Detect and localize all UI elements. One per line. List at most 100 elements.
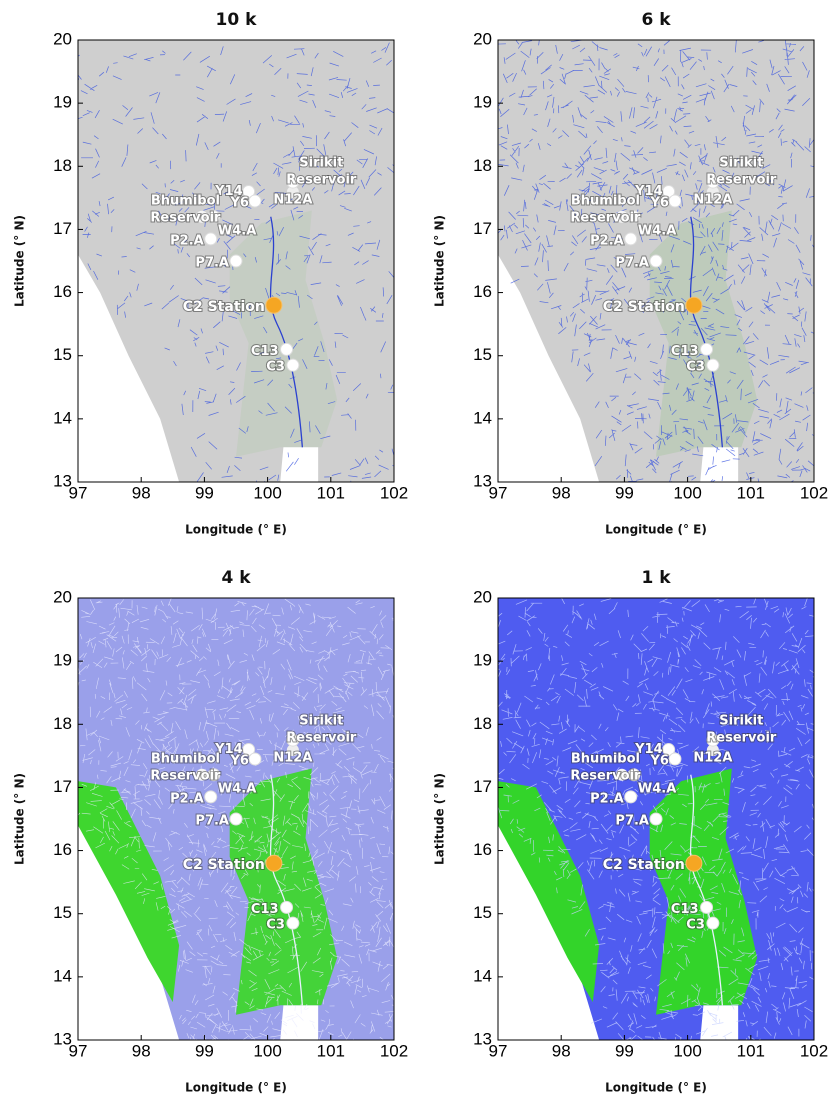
x-tick-label: 99 xyxy=(195,483,214,502)
station-marker xyxy=(624,790,638,804)
reservoir-label: Bhumibol xyxy=(571,752,640,767)
station-label: P2.A xyxy=(590,233,624,248)
y-tick-label: 18 xyxy=(53,156,72,175)
x-tick-label: 101 xyxy=(317,1041,345,1060)
reservoir-label: Bhumibol xyxy=(151,752,220,767)
y-tick-label: 17 xyxy=(473,219,492,238)
y-tick-label: 13 xyxy=(473,1029,492,1048)
y-tick-label: 15 xyxy=(473,903,492,922)
reservoir-label: Bhumibol xyxy=(151,194,220,209)
station-marker xyxy=(229,812,243,826)
station-label: P7.A xyxy=(615,256,649,271)
station-label: C13 xyxy=(671,344,699,359)
panel-title: 1 k xyxy=(641,568,671,588)
station-marker xyxy=(706,358,720,372)
x-tick-label: 102 xyxy=(380,1041,408,1060)
station-label: Y6 xyxy=(229,196,248,211)
x-tick-label: 102 xyxy=(380,483,408,502)
main-river xyxy=(689,216,724,448)
y-axis-label: Latitude (° N) xyxy=(433,215,447,307)
y-axis-label: Latitude (° N) xyxy=(13,773,27,865)
station-marker xyxy=(706,175,720,189)
station-marker xyxy=(706,744,719,757)
y-tick-label: 18 xyxy=(473,156,492,175)
x-axis-label: Longitude (° E) xyxy=(185,523,287,537)
station-marker xyxy=(286,733,300,747)
station-label: Y6 xyxy=(649,754,668,769)
reservoir-label: Bhumibol xyxy=(571,194,640,209)
x-tick-label: 98 xyxy=(552,1041,571,1060)
station-label: C2 Station xyxy=(603,299,685,315)
y-tick-label: 20 xyxy=(53,29,72,48)
station-marker xyxy=(286,186,299,199)
y-tick-label: 16 xyxy=(53,840,72,859)
main-river xyxy=(689,774,724,1006)
reservoir-label: Reservoir xyxy=(286,731,357,746)
plot-frame xyxy=(77,39,395,483)
y-axis-label: Latitude (° N) xyxy=(433,773,447,865)
station-marker xyxy=(627,210,641,224)
y-tick-label: 18 xyxy=(473,714,492,733)
station-label: P7.A xyxy=(615,814,649,829)
western-plain xyxy=(78,781,180,1003)
station-label: P2.A xyxy=(170,233,204,248)
station-marker xyxy=(668,752,682,766)
panel-title: 10 k xyxy=(216,10,258,30)
station-marker xyxy=(204,232,218,246)
station-marker xyxy=(207,768,221,782)
y-tick-label: 15 xyxy=(53,345,72,364)
y-tick-label: 19 xyxy=(53,651,72,670)
x-tick-label: 101 xyxy=(737,1041,765,1060)
y-tick-label: 17 xyxy=(473,777,492,796)
x-tick-label: 102 xyxy=(800,1041,828,1060)
station-marker xyxy=(207,210,221,224)
panel-title: 4 k xyxy=(221,568,251,588)
station-marker xyxy=(242,185,256,199)
plot-frame xyxy=(77,597,395,1041)
station-marker xyxy=(280,900,294,914)
x-tick-label: 98 xyxy=(552,483,571,502)
station-marker xyxy=(685,854,703,872)
station-marker xyxy=(286,175,300,189)
y-tick-label: 14 xyxy=(473,966,492,985)
map-panel: 97 98 99 100 101 102 13 14 15 16 17 18 19 20 Longitude… xyxy=(433,29,829,536)
reservoir-label: Sirikit xyxy=(719,156,763,171)
station-marker xyxy=(649,812,663,826)
x-tick-label: 100 xyxy=(673,1041,701,1060)
station-label: P2.A xyxy=(170,791,204,806)
x-tick-label: 99 xyxy=(615,483,634,502)
y-tick-label: 20 xyxy=(473,29,492,48)
station-marker xyxy=(195,210,208,223)
y-tick-label: 13 xyxy=(473,471,492,490)
station-marker xyxy=(662,185,676,199)
station-label: C2 Station xyxy=(183,857,265,873)
station-marker xyxy=(706,916,720,930)
y-tick-label: 19 xyxy=(473,93,492,112)
x-tick-label: 97 xyxy=(69,1041,88,1060)
x-tick-label: 101 xyxy=(737,483,765,502)
station-marker xyxy=(649,254,663,268)
station-label: P7.A xyxy=(195,256,229,271)
station-marker xyxy=(700,342,714,356)
main-river xyxy=(269,216,304,448)
station-label: P7.A xyxy=(195,814,229,829)
station-label: C3 xyxy=(686,360,705,375)
station-marker xyxy=(624,232,638,246)
x-tick-label: 98 xyxy=(132,483,151,502)
central-plain xyxy=(649,768,758,1015)
station-marker xyxy=(286,744,299,757)
x-tick-label: 97 xyxy=(489,1041,508,1060)
y-tick-label: 17 xyxy=(53,219,72,238)
western-plain xyxy=(498,781,600,1003)
station-label: Y14 xyxy=(214,742,243,757)
central-plain xyxy=(229,210,338,457)
x-tick-label: 102 xyxy=(800,483,828,502)
x-tick-label: 101 xyxy=(317,483,345,502)
x-tick-label: 98 xyxy=(132,1041,151,1060)
panel-title: 6 k xyxy=(641,10,671,30)
map-panel: 97 98 99 100 101 102 13 14 15 16 17 18 19 20 Longitude… xyxy=(13,587,409,1094)
reservoir-label: Reservoir xyxy=(150,211,221,226)
station-marker xyxy=(668,194,682,208)
station-marker xyxy=(242,743,256,757)
